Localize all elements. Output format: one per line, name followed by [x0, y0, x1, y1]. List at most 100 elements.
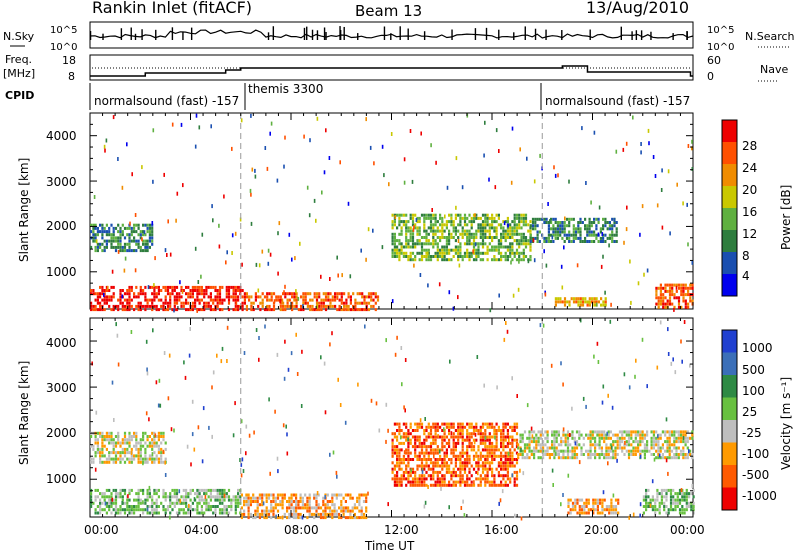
power-cell	[128, 249, 131, 253]
power-cell	[365, 117, 367, 122]
power-cell	[324, 308, 328, 312]
velocity-cell	[617, 498, 620, 502]
power-cell	[468, 258, 471, 262]
velocity-cell	[652, 430, 655, 434]
power-cell	[361, 292, 364, 296]
velocity-cell	[157, 447, 160, 451]
velocity-cell	[523, 449, 527, 453]
velocity-cell	[151, 452, 154, 457]
velocity-cell	[461, 438, 464, 442]
power-cell	[581, 297, 585, 301]
power-cell	[588, 230, 591, 234]
power-cell	[481, 258, 485, 262]
power-cell	[561, 300, 564, 304]
velocity-cell	[497, 454, 500, 458]
power-cell	[445, 226, 448, 230]
velocity-cell	[157, 431, 160, 435]
velocity-cell	[500, 458, 503, 461]
velocity-cell	[641, 433, 644, 437]
power-cell	[659, 293, 662, 297]
velocity-cell	[585, 511, 588, 515]
velocity-cell	[130, 330, 133, 334]
power-cell	[481, 242, 485, 246]
velocity-cell	[475, 438, 478, 442]
power-cell	[418, 226, 421, 230]
power-cell	[500, 236, 503, 239]
velocity-cell	[304, 506, 307, 510]
velocity-cell	[169, 501, 172, 505]
power-cell	[99, 301, 102, 305]
power-cell	[515, 223, 519, 227]
velocity-cell	[148, 511, 151, 515]
velocity-cell	[675, 453, 678, 456]
power-cell	[595, 227, 598, 231]
power-cell	[454, 216, 457, 220]
velocity-cell	[441, 445, 444, 449]
velocity-cell	[340, 500, 343, 503]
velocity-cell	[470, 441, 473, 445]
velocity-cell	[664, 430, 667, 434]
power-cell	[94, 304, 97, 308]
velocity-cell	[232, 495, 235, 499]
velocity-cell	[621, 430, 624, 434]
power-cell	[572, 233, 575, 237]
power-cell	[529, 242, 532, 246]
power-cell	[579, 233, 582, 237]
power-cell	[486, 220, 489, 224]
power-cell	[300, 308, 303, 312]
power-cell	[559, 233, 562, 237]
power-cell	[381, 144, 384, 149]
velocity-cell	[616, 433, 619, 437]
power-cell	[207, 285, 210, 289]
power-cell	[160, 304, 163, 308]
velocity-cell	[405, 483, 408, 487]
velocity-cell	[526, 456, 529, 460]
power-cell	[550, 233, 553, 237]
velocity-cell	[148, 441, 151, 445]
velocity-cell	[166, 508, 170, 512]
velocity-cell	[121, 447, 124, 451]
velocity-cell	[466, 435, 469, 439]
velocity-cell	[623, 372, 626, 377]
power-cell	[365, 295, 368, 299]
velocity-cell	[682, 433, 685, 437]
velocity-cell	[443, 427, 445, 432]
power-cell	[595, 300, 598, 304]
power-cell	[195, 113, 198, 118]
velocity-cell	[598, 433, 601, 437]
velocity-cell	[393, 451, 396, 455]
velocity-cell	[214, 495, 217, 499]
velocity-cell	[185, 501, 188, 505]
velocity-cell	[472, 429, 476, 432]
velocity-cell	[585, 498, 588, 502]
velocity-cell	[402, 454, 405, 458]
velocity-cell	[618, 443, 622, 447]
power-scale-tick-4: 4	[742, 269, 750, 283]
velocity-cell	[234, 511, 237, 515]
power-cell	[234, 308, 237, 312]
power-cell	[520, 232, 523, 236]
power-cell	[144, 308, 147, 312]
power-cell	[105, 295, 108, 299]
velocity-cell	[578, 511, 581, 515]
velocity-cell	[133, 454, 136, 458]
velocity-cell	[491, 441, 494, 445]
velocity-cell	[566, 430, 570, 434]
velocity-cell	[454, 448, 457, 452]
power-cell	[216, 298, 219, 302]
power-cell	[151, 285, 154, 289]
power-cell	[515, 213, 519, 217]
velocity-cell	[155, 498, 158, 502]
power-cell	[277, 271, 279, 276]
power-cell	[593, 230, 596, 234]
power-cell	[500, 245, 503, 249]
velocity-cell	[137, 488, 140, 492]
power-cell	[103, 295, 106, 299]
power-cell	[324, 292, 328, 296]
power-cell	[187, 292, 190, 296]
power-cell	[511, 245, 514, 249]
power-cell	[279, 299, 281, 304]
velocity-cell	[479, 438, 482, 442]
velocity-cell	[571, 436, 574, 440]
power-cell	[506, 248, 509, 252]
